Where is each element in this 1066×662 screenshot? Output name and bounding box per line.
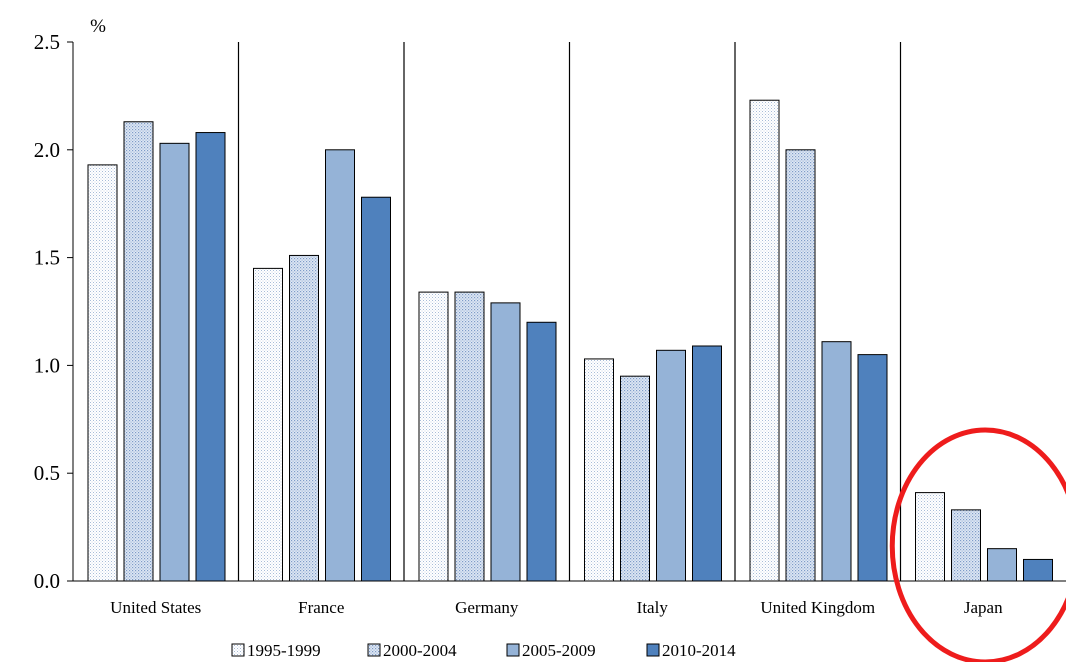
- bar-germany-2000-2004: [454, 291, 485, 582]
- bar-united-states-1995-1999: [87, 164, 118, 582]
- legend-swatch-2010-2014: [646, 643, 660, 657]
- y-tick-label: 1.0: [34, 353, 60, 377]
- bar-united-states-2010-2014: [195, 132, 226, 582]
- bar-italy-1995-1999: [584, 358, 614, 582]
- bar-italy-2010-2014: [692, 345, 722, 582]
- legend-label-2010-2014: 2010-2014: [662, 641, 736, 660]
- bar-germany-2005-2009: [490, 302, 521, 582]
- bar-united-states-2000-2004: [123, 121, 154, 582]
- bar-japan-2010-2014: [1023, 558, 1053, 582]
- y-tick-label: 2.0: [34, 138, 60, 162]
- y-tick-label: 2.5: [34, 30, 60, 54]
- bar-japan-1995-1999: [915, 492, 945, 582]
- bar-germany-2010-2014: [526, 321, 557, 582]
- bar-france-2005-2009: [325, 149, 355, 582]
- x-tick-label-germany: Germany: [455, 598, 519, 617]
- annotations: [889, 427, 1066, 662]
- bar-germany-1995-1999: [418, 291, 449, 582]
- legend-swatch-1995-1999: [231, 643, 245, 657]
- y-tick-label: 1.5: [34, 246, 60, 270]
- bar-japan-2005-2009: [987, 548, 1017, 582]
- legend-label-1995-1999: 1995-1999: [247, 641, 321, 660]
- bar-united-kingdom-2000-2004: [785, 149, 816, 582]
- bar-united-kingdom-2010-2014: [857, 354, 888, 582]
- labels: 0.0 0.5 1.0 1.5 2.0 2.5% United States France Ge…: [34, 16, 1003, 617]
- axes: [67, 41, 1066, 582]
- legend-swatch-2005-2009: [506, 643, 520, 657]
- legend-label-2000-2004: 2000-2004: [383, 641, 457, 660]
- bar-italy-2000-2004: [620, 375, 650, 582]
- x-tick-label-united-states: United States: [110, 598, 201, 617]
- y-tick-label: 0.0: [34, 569, 60, 593]
- x-tick-label-united-kingdom: United Kingdom: [760, 598, 875, 617]
- highlight-ellipse-japan: [889, 427, 1066, 662]
- legend-swatch-2000-2004: [367, 643, 381, 657]
- bar-italy-2005-2009: [656, 349, 686, 582]
- y-tick-label: 0.5: [34, 461, 60, 485]
- bars: [87, 99, 1053, 582]
- bar-france-2010-2014: [361, 196, 391, 582]
- bar-france-2000-2004: [289, 254, 319, 582]
- bar-united-kingdom-1995-1999: [749, 99, 780, 582]
- x-tick-label-france: France: [298, 598, 344, 617]
- legend-label-2005-2009: 2005-2009: [522, 641, 596, 660]
- bar-united-kingdom-2005-2009: [821, 341, 852, 582]
- bar-japan-2000-2004: [951, 509, 981, 582]
- x-tick-label-japan: Japan: [964, 598, 1003, 617]
- y-unit-label: %: [90, 16, 106, 37]
- bar-united-states-2005-2009: [159, 142, 190, 582]
- x-tick-label-italy: Italy: [637, 598, 669, 617]
- bar-france-1995-1999: [253, 267, 283, 582]
- legend: 1995-1999 2000-2004 2005-2009 2010-2014: [231, 641, 736, 660]
